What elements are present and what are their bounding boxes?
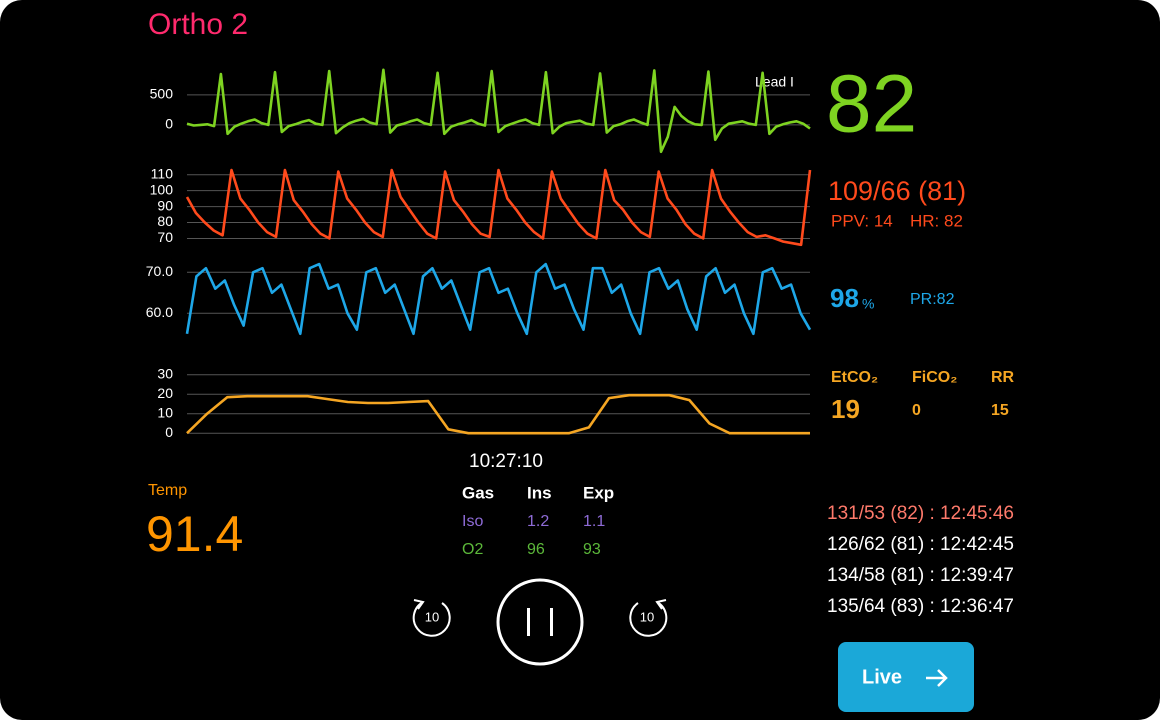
history-entry[interactable]: 135/64 (83) : 12:36:47 — [827, 596, 1014, 617]
temp-value: 91.4 — [146, 506, 243, 562]
etco2-label: EtCO₂ — [831, 369, 878, 386]
forward-arc — [629, 601, 668, 637]
live-arrow — [926, 669, 948, 687]
forward-arrow — [655, 599, 667, 610]
rewind-arrow — [413, 599, 425, 610]
heart-rate: 82 — [826, 59, 917, 150]
pause-bar — [550, 608, 553, 636]
forward-button[interactable]: 10 — [629, 599, 668, 637]
history-entry[interactable]: 134/58 (81) : 12:39:47 — [827, 565, 1014, 586]
rewind-arc — [412, 601, 451, 637]
gas-header: Gas — [462, 483, 494, 502]
blood-pressure: 109/66 (81) — [828, 176, 966, 206]
y-tick-label: 20 — [157, 385, 173, 401]
pause-bar — [527, 608, 530, 636]
gas-cell: 1.1 — [583, 513, 605, 530]
fico2-label: FiCO₂ — [912, 369, 957, 386]
waveform — [185, 168, 812, 247]
temp-label: Temp — [148, 482, 187, 499]
live-button[interactable]: Live — [838, 642, 974, 712]
y-tick-label: 60.0 — [146, 304, 173, 320]
y-tick-label: 0 — [165, 424, 173, 440]
y-tick-label: 30 — [157, 365, 173, 381]
pause-circle — [496, 578, 584, 666]
y-tick-label: 100 — [150, 181, 174, 197]
waveform — [186, 393, 810, 435]
gas-cell: 96 — [527, 541, 545, 558]
spo2: 98 — [830, 283, 859, 313]
forward-label: 10 — [640, 609, 654, 624]
history-entry[interactable]: 131/53 (82) : 12:45:46 — [827, 503, 1014, 524]
rr-label: RR — [991, 369, 1015, 386]
y-tick-label: 90 — [157, 197, 173, 213]
room-title: Ortho 2 — [148, 8, 248, 41]
y-tick-label: 10 — [157, 404, 173, 420]
etco2-value: 19 — [831, 394, 860, 424]
fico2-value: 0 — [912, 402, 921, 419]
live-label: Live — [862, 666, 902, 688]
y-tick-label: 70.0 — [146, 263, 173, 279]
gas-header: Ins — [527, 483, 552, 502]
y-tick-label: 500 — [150, 86, 174, 102]
pulse-rate: PR:82 — [910, 291, 955, 308]
waveform — [185, 262, 812, 336]
gas-header: Exp — [583, 483, 614, 502]
gas-cell: 1.2 — [527, 513, 549, 530]
ppv: PPV: 14 — [831, 211, 893, 230]
rr-value: 15 — [991, 402, 1009, 419]
gas-cell: Iso — [462, 513, 483, 530]
y-tick-label: 80 — [157, 213, 173, 229]
rewind-label: 10 — [425, 609, 439, 624]
gas-cell: O2 — [462, 541, 483, 558]
y-tick-label: 110 — [151, 165, 174, 181]
abp-hr: HR: 82 — [910, 211, 963, 230]
waveform — [186, 68, 811, 154]
gas-cell: 93 — [583, 541, 601, 558]
y-tick-label: 70 — [157, 229, 173, 245]
rewind-button[interactable]: 10 — [412, 599, 451, 637]
y-tick-label: 0 — [165, 116, 173, 132]
pause-button[interactable] — [496, 578, 584, 666]
history-entry[interactable]: 126/62 (81) : 12:42:45 — [827, 534, 1014, 555]
spo2-unit: % — [862, 296, 874, 312]
live-background — [838, 642, 974, 712]
clock: 10:27:10 — [469, 451, 543, 472]
